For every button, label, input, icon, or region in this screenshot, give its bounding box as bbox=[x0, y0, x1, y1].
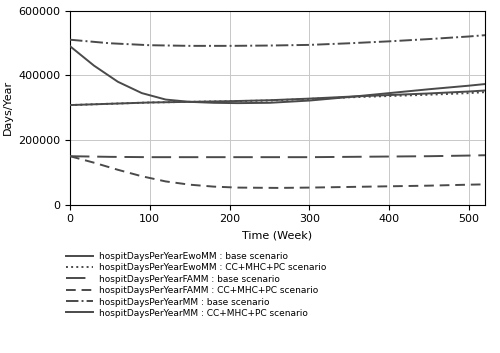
Y-axis label: Days/Year: Days/Year bbox=[2, 80, 12, 135]
X-axis label: Time (Week): Time (Week) bbox=[242, 230, 312, 240]
Legend: hospitDaysPerYearEwoMM : base scenario, hospitDaysPerYearEwoMM : CC+MHC+PC scena: hospitDaysPerYearEwoMM : base scenario, … bbox=[66, 252, 326, 318]
